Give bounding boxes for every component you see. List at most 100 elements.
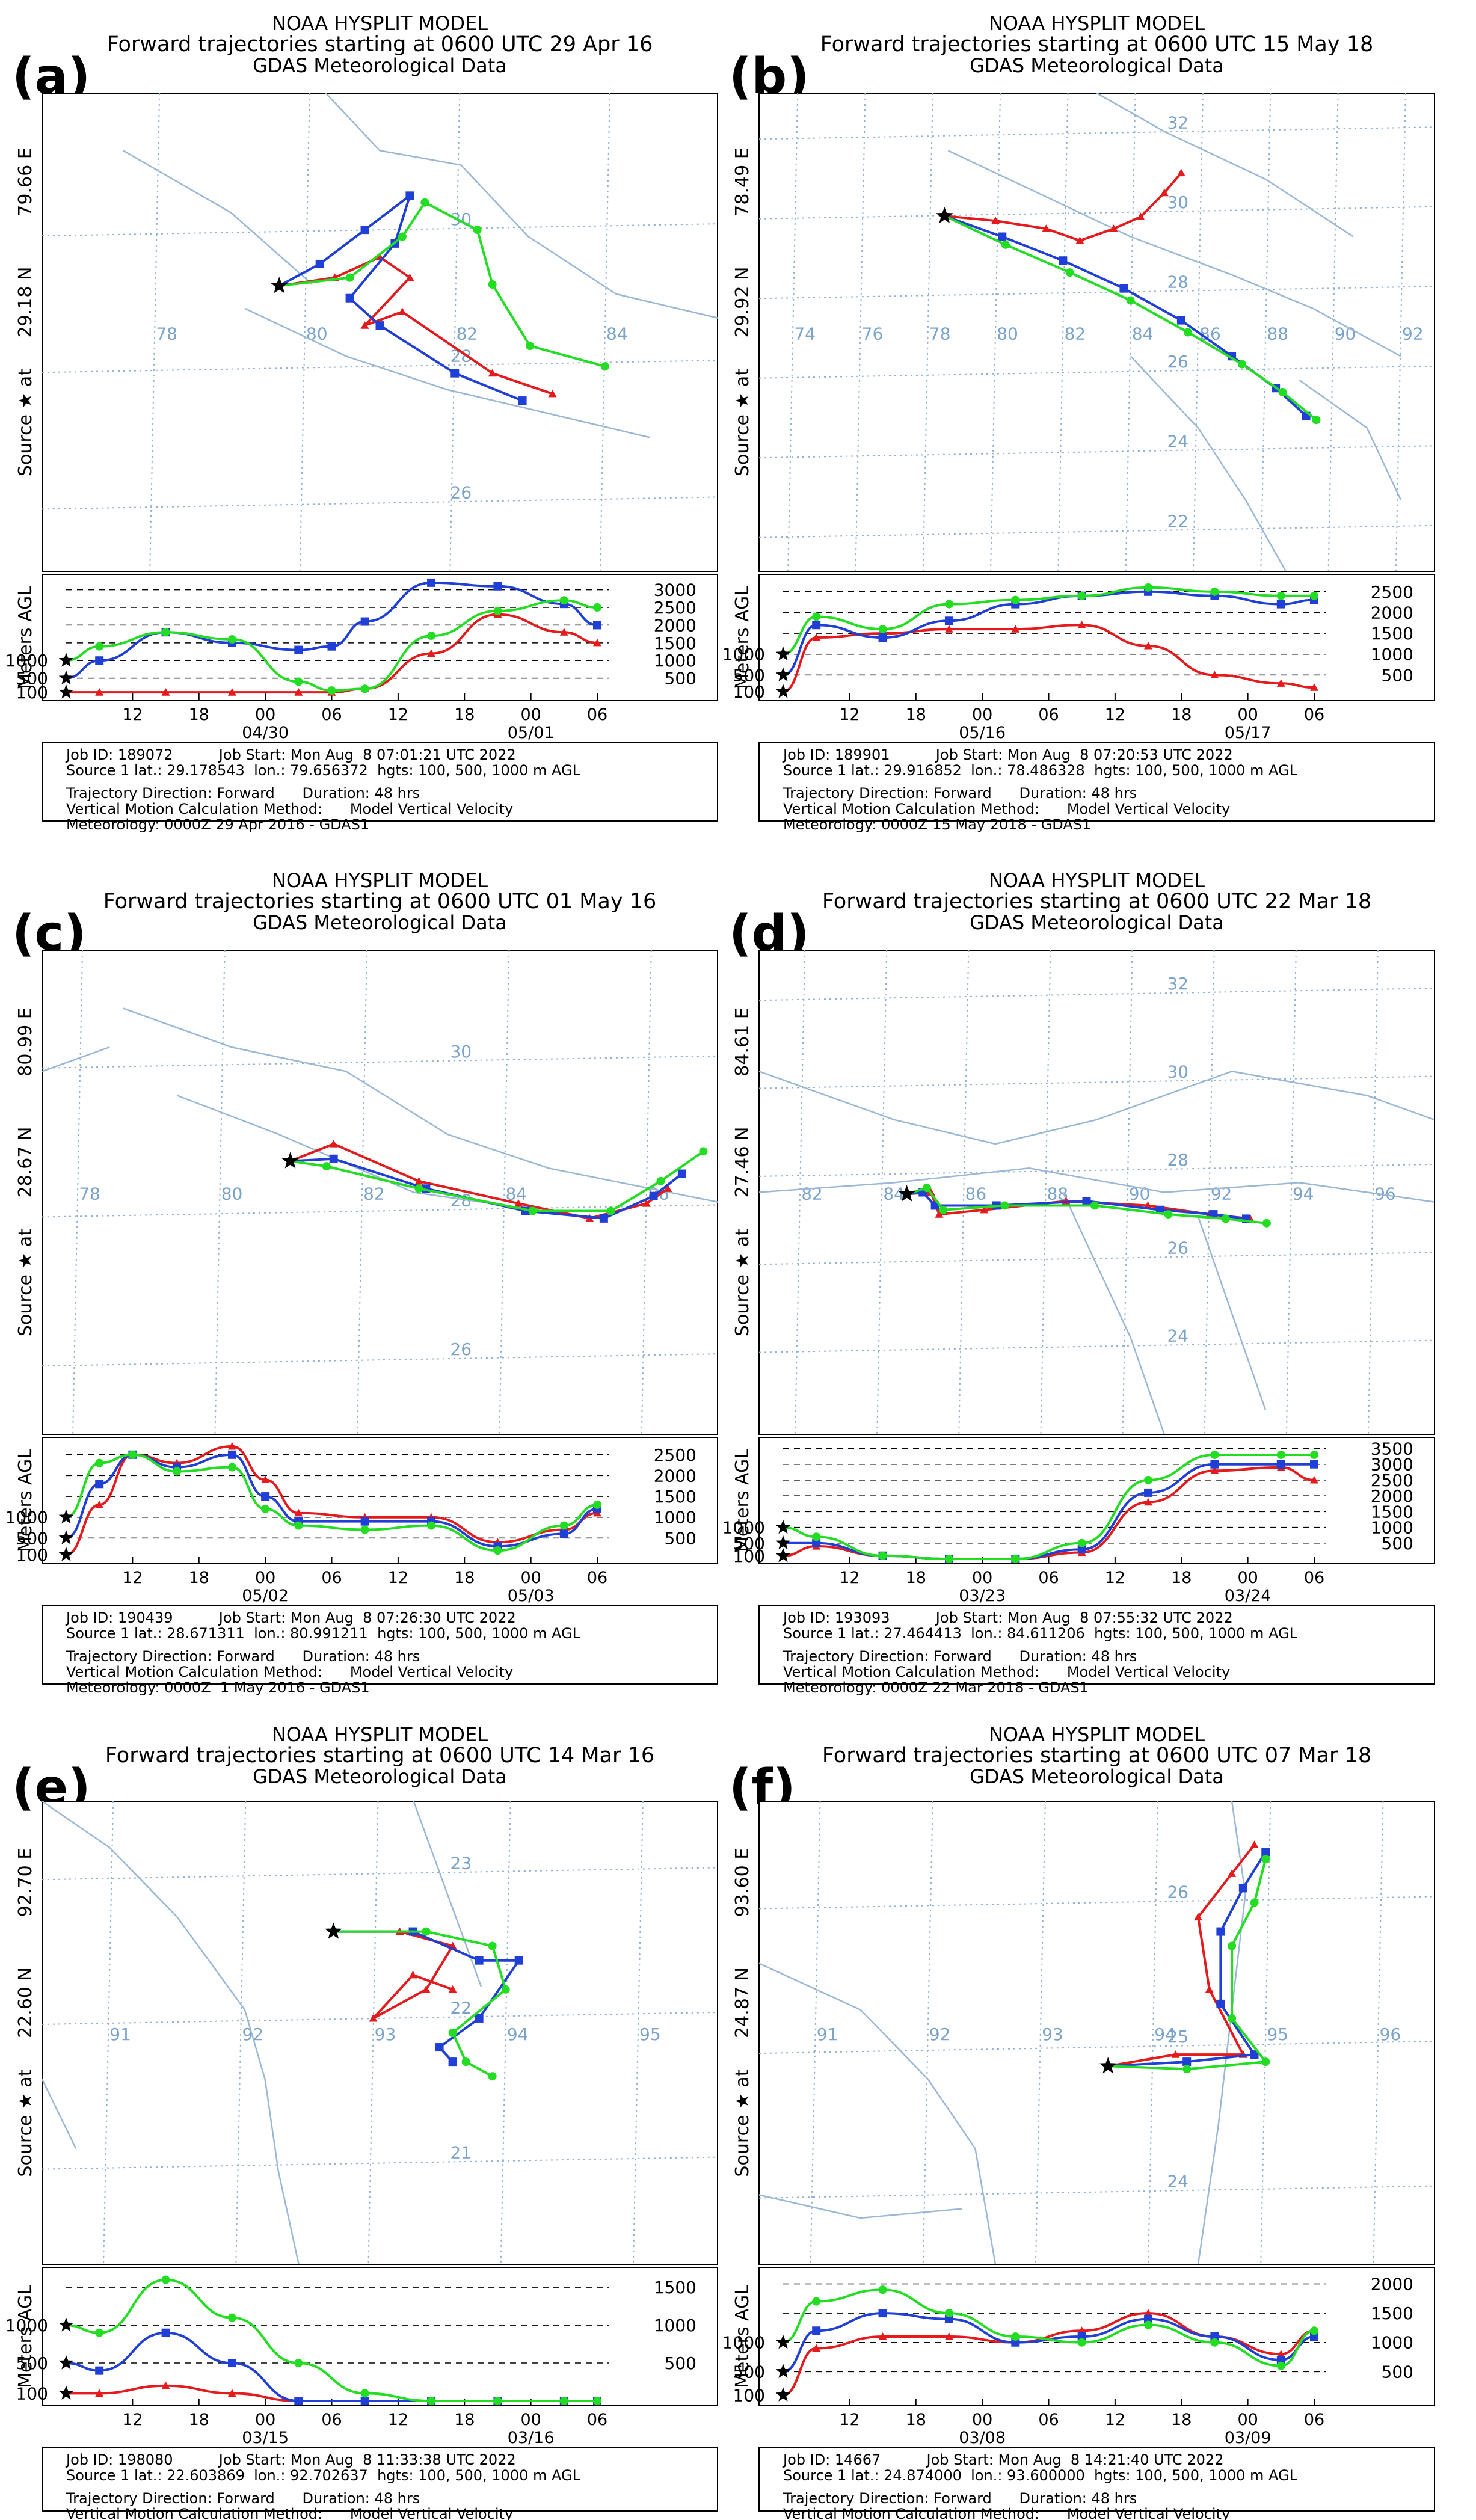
footer-box: Job ID: 189072 Job Start: Mon Aug 8 07:0… xyxy=(42,742,718,833)
profile-marker-green xyxy=(1210,587,1219,596)
map-frame xyxy=(42,950,718,1435)
profile-frame xyxy=(758,574,1435,701)
profile-line-blue xyxy=(66,1453,598,1548)
height-tick-label: 2000 xyxy=(654,1466,696,1486)
time-tick-label: 00 xyxy=(255,2411,275,2429)
footer-line: Vertical Motion Calculation Method: Mode… xyxy=(66,801,513,817)
trajectory-marker-green xyxy=(1278,387,1287,396)
profile-marker-red xyxy=(1144,1498,1153,1506)
height-tick-label: 2000 xyxy=(1371,603,1413,622)
profile-marker-blue xyxy=(1077,2332,1086,2341)
profile-marker-green xyxy=(1276,591,1285,600)
profile-marker-green xyxy=(1310,591,1318,600)
trajectory-marker-red xyxy=(1109,224,1118,232)
map-frame xyxy=(758,1801,1435,2265)
trajectory-marker-blue xyxy=(375,321,384,330)
time-tick-label: 18 xyxy=(1171,1569,1192,1587)
profile-marker-green xyxy=(327,686,336,695)
time-tick-label: 18 xyxy=(189,705,209,724)
map-frame xyxy=(42,1801,718,2265)
footer-frame xyxy=(758,1605,1435,1685)
profile-marker-green xyxy=(878,2285,887,2294)
longitude-label: 94 xyxy=(507,2024,529,2044)
date-label: 05/16 xyxy=(959,724,1006,742)
source-longitude: 84.61 E xyxy=(732,1007,753,1076)
profile-marker-green xyxy=(812,2297,821,2306)
time-tick-label: 12 xyxy=(122,2411,143,2429)
profile-marker-green xyxy=(493,606,502,615)
time-tick-label: 06 xyxy=(1304,1569,1324,1587)
footer-line: Job ID: 193093 Job Start: Mon Aug 8 07:5… xyxy=(782,1609,1233,1626)
trajectory-marker-red xyxy=(414,1176,423,1185)
latitude-label: 22 xyxy=(1167,511,1188,531)
longitude-gridline xyxy=(1125,93,1136,572)
profile-start-star-icon xyxy=(775,2334,791,2349)
trajectory-marker-red xyxy=(1171,2050,1180,2058)
profile-marker-red xyxy=(161,688,170,696)
profile-marker-red xyxy=(944,625,953,633)
height-tick-label: 3500 xyxy=(1371,1439,1413,1458)
start-height-label: 100 xyxy=(16,1545,48,1565)
date-label: 03/16 xyxy=(508,2429,555,2447)
profile-marker-green xyxy=(593,1500,601,1509)
longitude-label: 80 xyxy=(221,1184,243,1204)
trajectory-marker-blue xyxy=(1182,2057,1192,2067)
latitude-label: 30 xyxy=(1167,192,1188,212)
profile-marker-green xyxy=(1011,1555,1020,1563)
source-label-group: Source ★ at 28.67 N 80.99 E xyxy=(15,1007,36,1336)
height-tick-label: 1500 xyxy=(654,2278,696,2297)
profile-line-red xyxy=(783,624,1315,693)
trajectory-marker-red xyxy=(1143,1201,1152,1209)
profile-marker-red xyxy=(593,638,601,647)
profile-marker-blue xyxy=(944,616,953,625)
trajectory-marker-green xyxy=(1262,1219,1271,1228)
height-tick-label: 2500 xyxy=(1371,1471,1413,1490)
profile-marker-red xyxy=(1144,2309,1153,2317)
trajectory-marker-green xyxy=(1228,2014,1237,2023)
source-star-icon xyxy=(281,1152,299,1169)
trajectory-marker-blue xyxy=(518,396,527,405)
height-tick-label: 3000 xyxy=(1371,1455,1413,1475)
longitude-label: 78 xyxy=(929,324,951,344)
longitude-gridline xyxy=(1035,1801,1046,2265)
profile-marker-blue xyxy=(878,633,887,642)
profile-marker-red xyxy=(227,688,236,696)
date-label: 05/17 xyxy=(1225,724,1272,742)
trajectory-red xyxy=(944,172,1182,242)
time-tick-label: 00 xyxy=(520,1569,541,1587)
longitude-gridline xyxy=(500,1801,511,2265)
profile-marker-green xyxy=(1077,591,1086,600)
profile-start-star-icon xyxy=(775,646,791,661)
trajectory-green xyxy=(906,1187,1267,1225)
start-height-label: 500 xyxy=(16,669,48,689)
border-line xyxy=(947,150,1401,357)
longitude-label: 92 xyxy=(929,2024,951,2044)
latitude-label: 26 xyxy=(450,482,472,502)
height-tick-label: 1500 xyxy=(654,633,696,653)
profile-line-red xyxy=(783,2312,1315,2397)
meters-agl-label: Meters AGL xyxy=(15,1449,36,1552)
height-tick-label: 1000 xyxy=(654,1508,696,1528)
latitude-label: 24 xyxy=(1167,1326,1188,1346)
time-tick-label: 18 xyxy=(189,2411,209,2429)
trajectory-marker-green xyxy=(488,1941,497,1950)
border-line xyxy=(1197,1216,1267,1411)
start-height-label: 100 xyxy=(733,2385,765,2405)
latitude-label: 25 xyxy=(1167,2027,1188,2047)
trajectory-marker-green xyxy=(939,1205,948,1214)
source-star-icon xyxy=(898,1185,915,1202)
longitude-label: 93 xyxy=(1042,2024,1063,2044)
profile-marker-red xyxy=(944,2332,953,2340)
source-longitude: 78.49 E xyxy=(732,147,753,216)
trajectory-marker-red xyxy=(405,273,414,281)
meters-agl-label: Meters AGL xyxy=(15,2285,36,2388)
longitude-label: 74 xyxy=(794,324,816,344)
profile-marker-green xyxy=(128,1450,137,1459)
time-tick-label: 18 xyxy=(906,1569,926,1587)
time-tick-label: 00 xyxy=(1237,705,1258,724)
border-line xyxy=(1299,379,1401,500)
trajectory-marker-green xyxy=(473,226,482,235)
profile-marker-blue xyxy=(261,1492,270,1501)
